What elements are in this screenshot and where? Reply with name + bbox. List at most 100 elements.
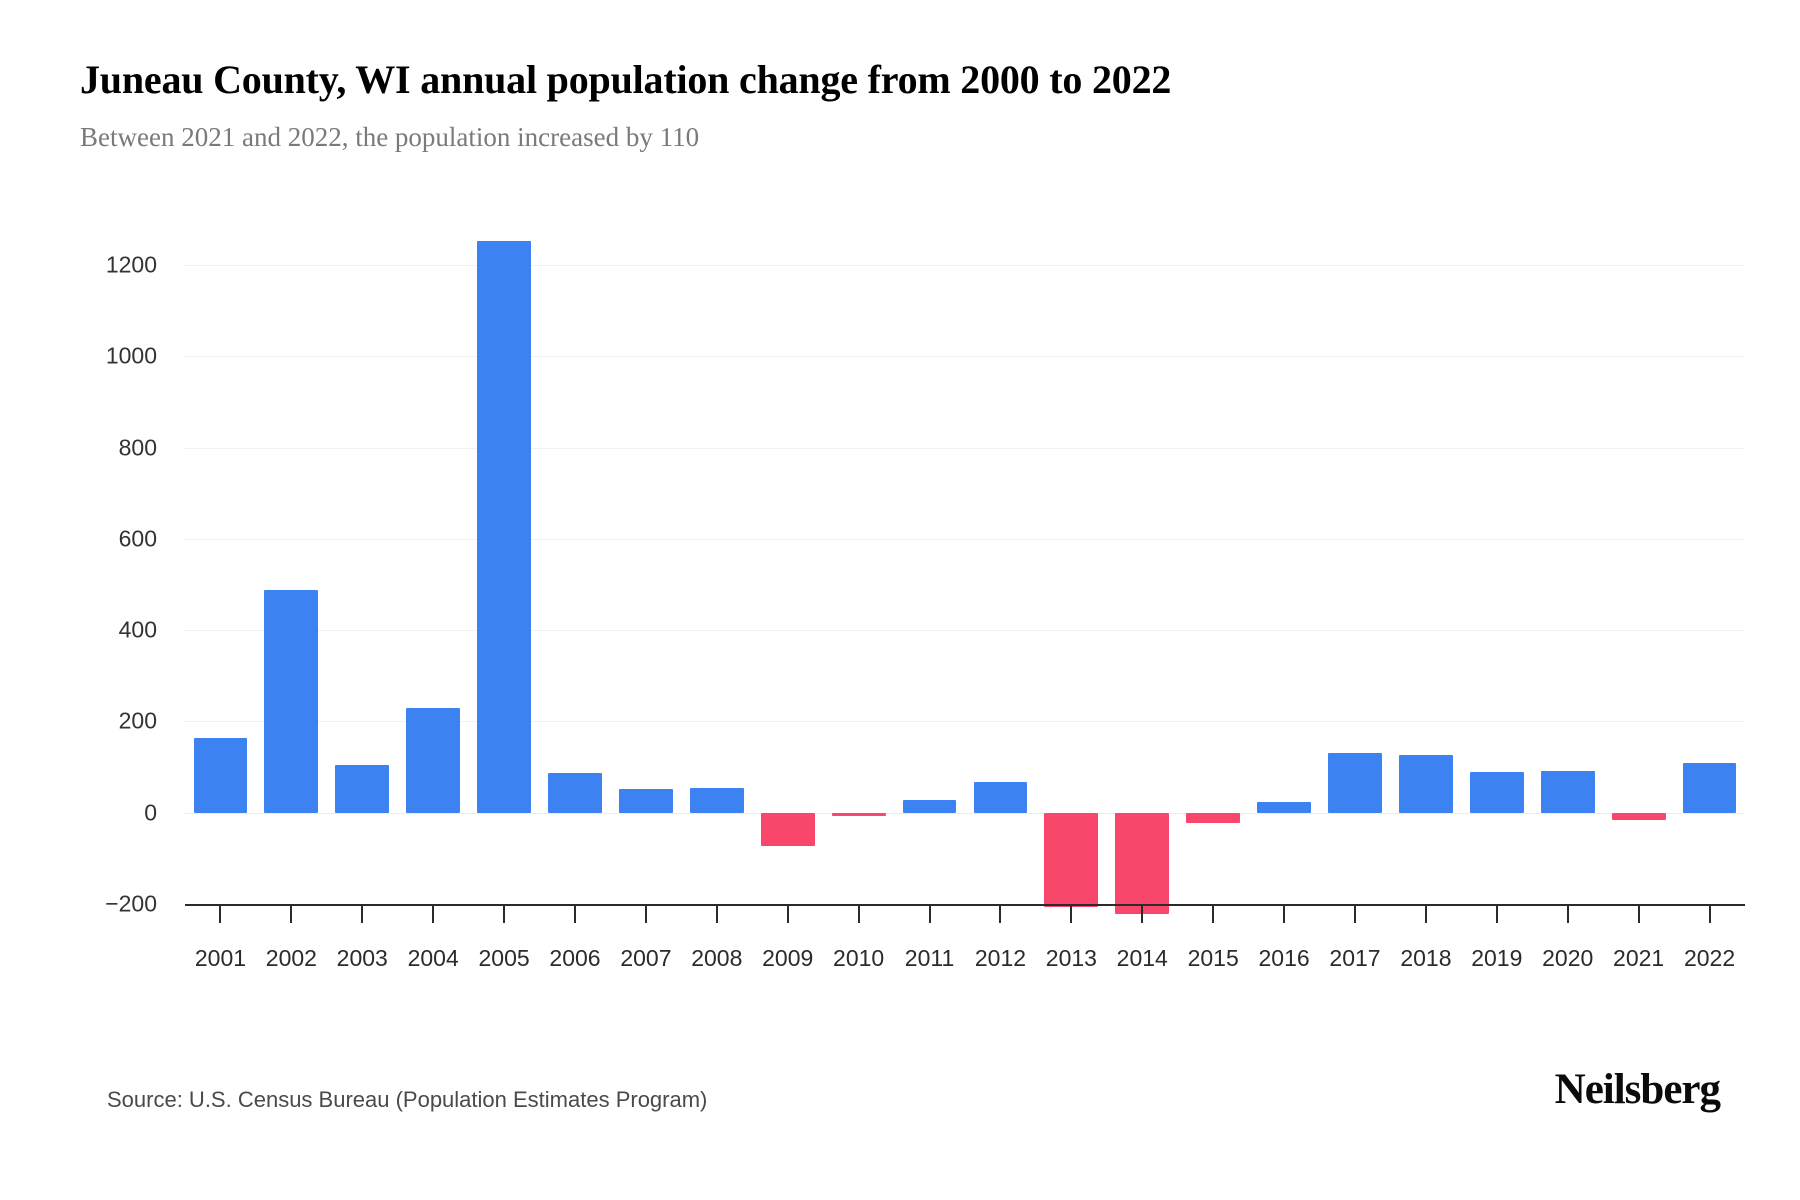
x-axis-tick [786,904,789,923]
bar-slot [327,265,398,904]
x-axis-tick-label: 2016 [1258,945,1310,971]
bar[interactable] [1328,753,1382,813]
bar[interactable] [1044,812,1099,907]
y-axis-tick-label: 400 [118,616,157,643]
bar-slot [256,265,327,904]
bar[interactable] [831,812,886,816]
x-axis-tick-label: 2004 [407,945,459,971]
bar[interactable] [548,772,602,813]
bar[interactable] [689,787,744,813]
x-axis-tick [361,904,364,923]
bar-slot [1532,265,1603,904]
x-axis-tick [219,904,222,923]
bar-slot [1603,265,1674,904]
bar[interactable] [1257,801,1311,813]
bar[interactable] [973,781,1028,813]
x-axis-tick [1212,904,1215,923]
bar-slot [752,265,823,904]
gridline [185,447,1745,449]
x-axis-tick-label: 2011 [904,945,955,971]
gridline [185,630,1745,632]
y-axis-tick-label: 600 [118,525,157,552]
bar[interactable] [264,590,319,813]
bar-slot [1249,265,1320,904]
bar-slot [965,265,1036,904]
x-axis-tick-label: 2002 [265,945,317,971]
x-axis-tick-label: 2020 [1542,945,1594,971]
bar-slot [185,265,256,904]
bar-slot [1107,265,1178,915]
bar-slot [681,265,752,904]
x-axis-tick-label: 2007 [620,945,672,971]
bar[interactable] [335,764,390,813]
x-axis-tick [1708,904,1711,923]
x-axis-tick-label: 2001 [194,945,247,971]
x-axis-tick [1141,904,1144,923]
x-axis-tick [432,904,435,923]
bar[interactable] [477,240,531,813]
x-axis-tick [1495,904,1498,923]
gridline [185,538,1745,540]
bar-slot [1036,265,1107,907]
x-axis-tick [857,904,860,923]
y-axis-tick-label: 0 [144,799,157,826]
x-axis-tick [715,904,718,923]
bar[interactable] [760,812,815,846]
x-axis-tick-label: 2022 [1683,945,1736,971]
y-axis-tick-label: 200 [118,707,157,734]
y-axis-tick-label: 1000 [105,342,157,369]
bar-slot [894,265,965,904]
x-axis-tick [1283,904,1286,923]
x-axis-tick [1424,904,1427,923]
bar-slot [610,265,681,904]
x-axis-tick [644,904,647,923]
bar[interactable] [1611,812,1666,820]
bar[interactable] [1115,812,1170,915]
x-axis-tick [999,904,1002,923]
x-axis-tick [574,904,576,923]
bar-series [185,240,1745,915]
x-axis-tick-label: 2017 [1329,945,1381,971]
x-axis-tick-label: 2003 [336,945,388,971]
x-axis-tick-label: 2009 [762,945,814,971]
bar[interactable] [1682,762,1737,813]
bar-slot [1320,265,1391,904]
x-axis-tick-label: 2015 [1187,945,1239,971]
bar[interactable] [1398,755,1453,813]
bar[interactable] [406,707,461,813]
x-axis-tick [503,904,506,923]
zero-gridline [185,812,1745,814]
gridline [185,721,1745,723]
y-axis-tick-label: 1200 [105,251,157,278]
x-axis-tick-label: 2012 [974,945,1027,971]
plot-area [185,240,1745,915]
x-axis-tick-label: 2008 [691,945,743,971]
x-axis-tick [928,904,931,923]
x-axis-tick-label: 2013 [1045,945,1097,971]
bar[interactable] [618,788,673,813]
x-axis-tick [1354,904,1356,923]
chart-subtitle: Between 2021 and 2022, the population in… [80,122,700,152]
x-axis-line [185,904,1745,906]
x-axis-tick [1566,904,1569,923]
bar[interactable] [902,799,957,813]
bar-slot [1178,265,1249,904]
bar-slot [398,265,469,904]
gridline [185,356,1745,358]
x-axis-tick [1637,904,1640,923]
x-axis-tick-label: 2019 [1471,945,1523,971]
bar[interactable] [1186,812,1241,823]
y-axis-tick-label: 800 [118,434,157,461]
source-note: Source: U.S. Census Bureau (Population E… [107,1087,708,1112]
bar-slot [823,265,894,904]
bar[interactable] [1540,770,1595,813]
bar[interactable] [193,738,248,813]
page-title: Juneau County, WI annual population chan… [80,57,1172,102]
y-axis-tick-label: −200 [105,890,157,917]
bar-slot [469,240,540,904]
gridline [185,265,1745,266]
bar-slot [1390,265,1461,904]
bar[interactable] [1469,772,1524,813]
x-axis-tick-label: 2021 [1613,945,1665,971]
